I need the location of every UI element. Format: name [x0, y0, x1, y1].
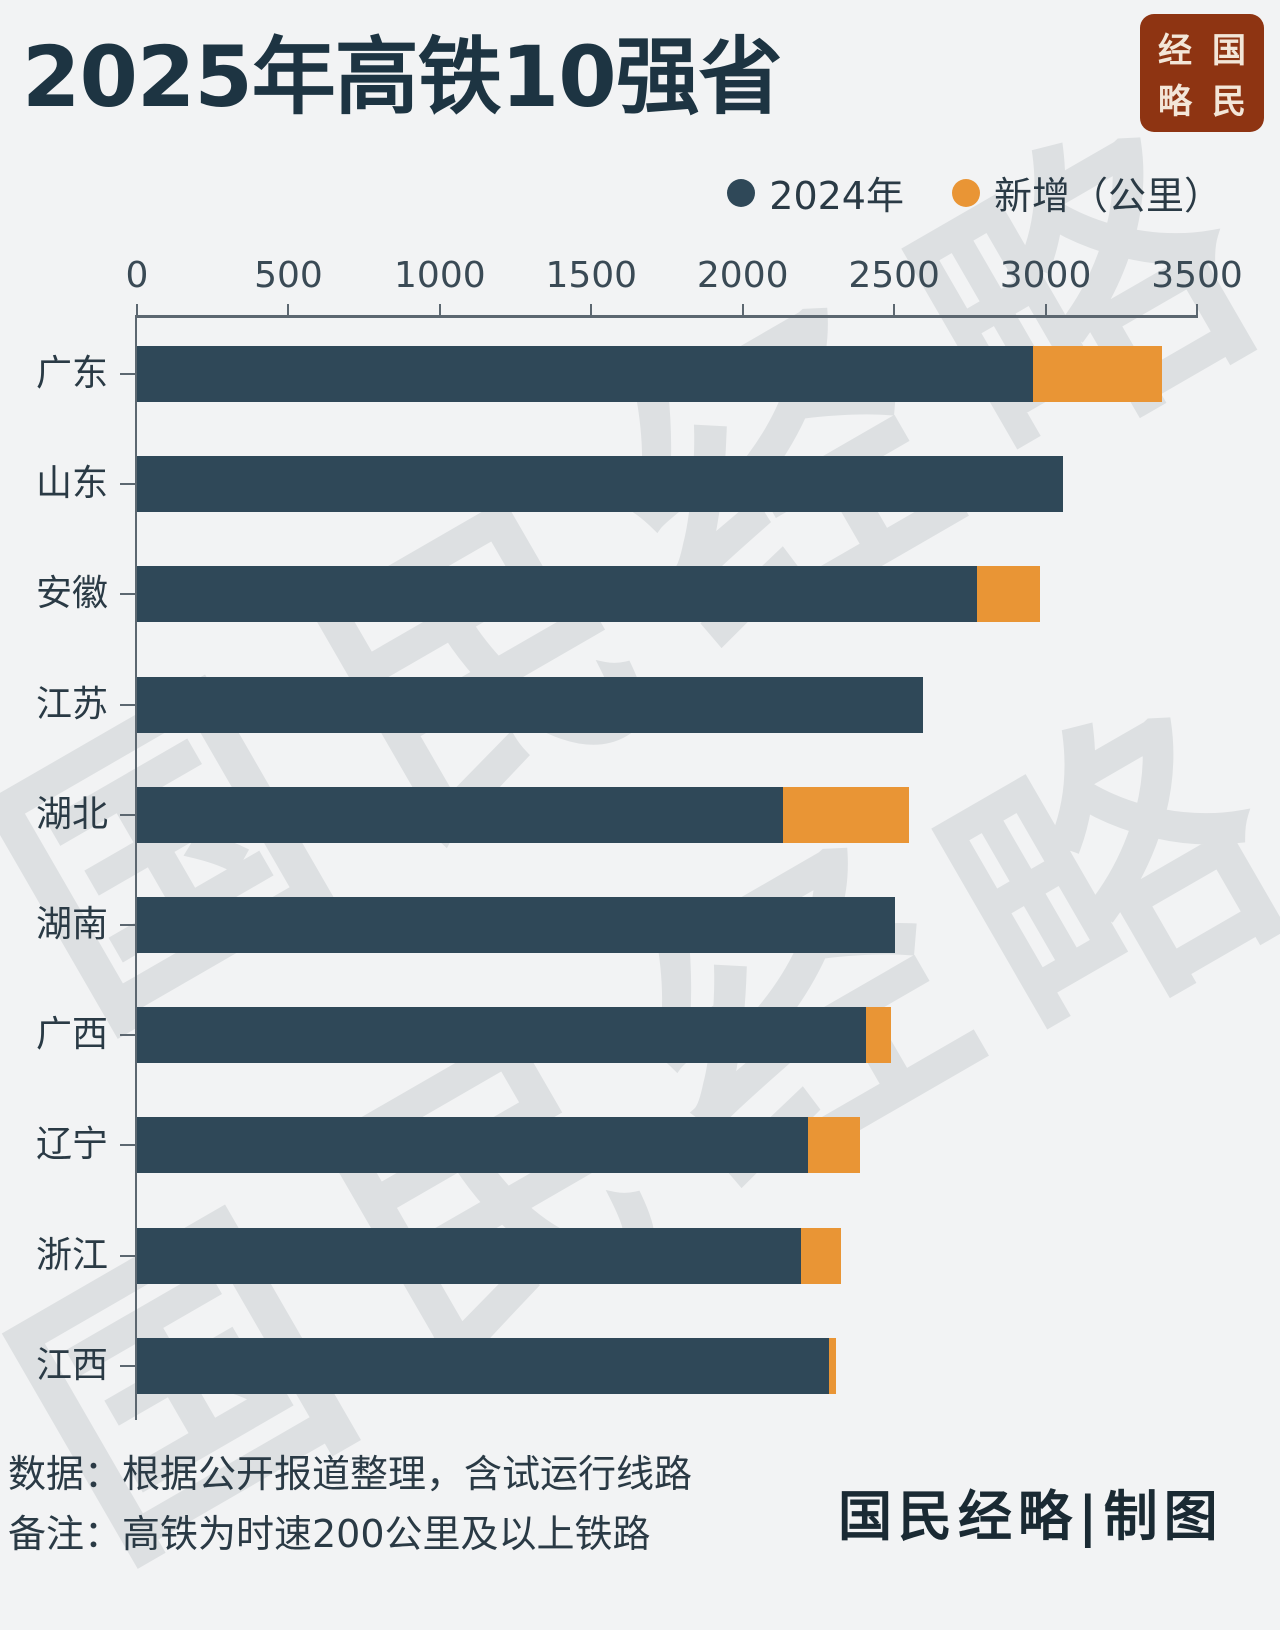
bar-segment-2024 [137, 1007, 866, 1064]
y-tick-mark [120, 1034, 136, 1037]
bar-segment-2024 [137, 786, 783, 843]
y-tick-mark [120, 813, 136, 816]
y-axis-line [135, 315, 137, 1420]
x-axis-line [136, 315, 1198, 318]
bar-row: 广西 [0, 1007, 1280, 1064]
bar-row: 浙江 [0, 1227, 1280, 1284]
legend-dot-icon [727, 178, 756, 207]
bar-row: 湖北 [0, 786, 1280, 843]
x-tick-label: 1000 [394, 255, 486, 296]
bar-segment-2024 [137, 456, 1064, 513]
bar-row: 安徽 [0, 566, 1280, 623]
category-label: 湖北 [36, 793, 109, 835]
bar-segment-new [829, 1337, 836, 1394]
bar-segment-new [800, 1227, 842, 1284]
category-label: 广东 [36, 353, 109, 394]
y-tick-mark [120, 1144, 136, 1147]
seal-char: 民 [1212, 82, 1246, 122]
x-tick-mark [741, 304, 744, 316]
y-tick-mark [120, 924, 136, 926]
legend-label: 新增（公里） [993, 174, 1222, 218]
category-label: 江苏 [36, 683, 109, 725]
bar-row: 江苏 [0, 676, 1280, 733]
bar-segment-new [977, 566, 1041, 623]
bar-row: 湖南 [0, 897, 1280, 953]
x-tick-label: 1500 [545, 255, 638, 296]
source-note: 数据：根据公开报道整理，含试运行线路 [8, 1452, 693, 1496]
y-tick-mark [120, 1364, 136, 1367]
x-tick-label: 2500 [848, 255, 940, 296]
legend-label: 2024年 [769, 174, 904, 218]
x-tick-mark [590, 304, 593, 316]
y-tick-mark [120, 1254, 136, 1257]
category-label: 浙江 [36, 1234, 109, 1276]
bar-segment-new [865, 1007, 892, 1064]
bar-segment-2024 [137, 1227, 801, 1284]
x-tick-mark [893, 304, 896, 316]
bar-row: 江西 [0, 1337, 1280, 1394]
remark-note: 备注：高铁为时速200公里及以上铁路 [8, 1512, 651, 1556]
seal-char: 略 [1158, 82, 1192, 122]
bar-segment-2024 [137, 566, 978, 623]
x-tick-mark [136, 304, 138, 316]
x-tick-mark [287, 304, 290, 316]
bar-segment-new [782, 786, 909, 843]
x-tick-label: 0 [125, 255, 149, 296]
x-tick-mark [1196, 304, 1198, 316]
category-label: 湖南 [36, 904, 109, 945]
x-tick-mark [1044, 304, 1047, 316]
seal-char: 国 [1212, 31, 1246, 71]
chart-legend: 2024年 新增（公里） [679, 165, 1222, 220]
brand-seal-logo: 经 国 略 民 [1140, 14, 1264, 132]
bar-segment-2024 [137, 346, 1034, 402]
legend-item-2024: 2024年 [727, 165, 904, 220]
category-label: 江西 [36, 1344, 109, 1386]
y-tick-mark [120, 703, 136, 706]
x-tick-label: 500 [254, 255, 323, 296]
category-label: 辽宁 [36, 1124, 109, 1166]
legend-item-new: 新增（公里） [951, 165, 1222, 220]
category-label: 广西 [36, 1014, 109, 1056]
bar-segment-2024 [137, 1337, 830, 1394]
page-title: 2025年高铁10强省 [22, 28, 783, 126]
y-tick-mark [120, 373, 136, 375]
x-tick-mark [438, 304, 441, 316]
x-tick-label: 2000 [696, 255, 789, 296]
bar-segment-new [808, 1117, 860, 1174]
category-label: 山东 [36, 463, 109, 505]
y-tick-mark [120, 593, 136, 596]
brand-credit: 国民经略|制图 [838, 1484, 1224, 1548]
bar-row: 广东 [0, 346, 1280, 402]
bar-row: 辽宁 [0, 1117, 1280, 1174]
legend-dot-icon [951, 178, 980, 207]
bar-segment-2024 [137, 676, 923, 733]
x-tick-label: 3500 [1151, 255, 1243, 296]
bar-segment-new [1033, 346, 1163, 402]
x-tick-label: 3000 [999, 255, 1092, 296]
bar-segment-2024 [137, 897, 896, 953]
seal-char: 经 [1158, 31, 1192, 71]
bar-segment-2024 [137, 1117, 809, 1174]
y-tick-mark [120, 483, 136, 486]
bar-row: 山东 [0, 456, 1280, 513]
category-label: 安徽 [36, 573, 109, 615]
